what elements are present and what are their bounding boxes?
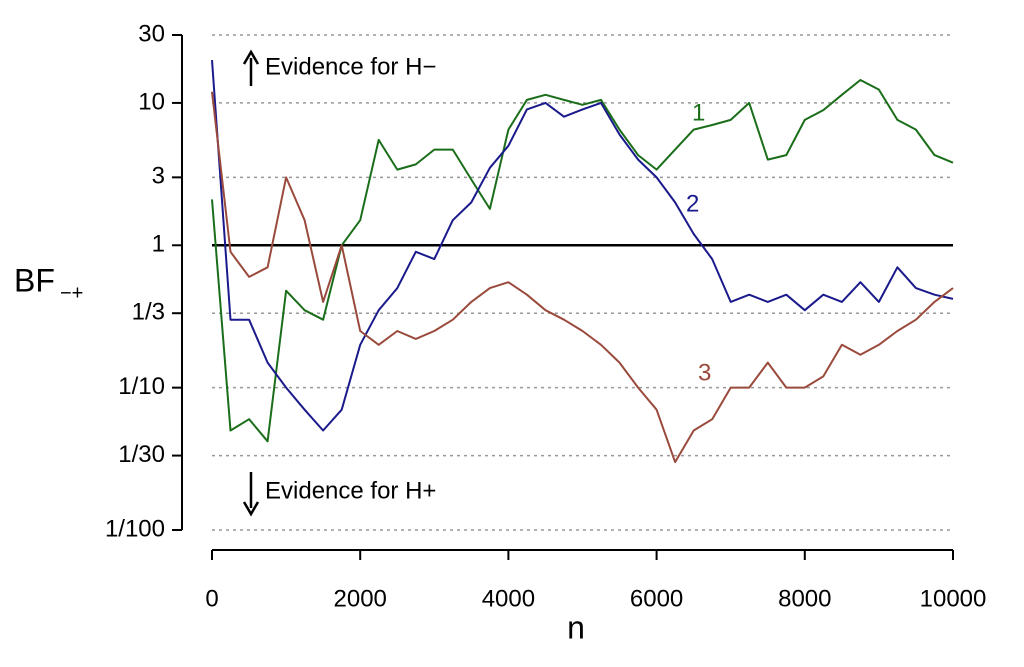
y-tick-label: 1/10 [118, 373, 165, 400]
y-axis-label-subscript: −+ [60, 282, 83, 304]
annotation: Evidence for H+ [265, 477, 436, 504]
x-tick-label: 10000 [920, 585, 987, 612]
x-tick-label: 0 [205, 585, 218, 612]
series-line [211, 60, 954, 432]
y-axis-label: BF [14, 262, 55, 298]
x-axis-label: n [567, 609, 585, 645]
series-line [211, 91, 954, 464]
y-tick-label: 30 [138, 20, 165, 47]
y-tick-label: 1/30 [118, 441, 165, 468]
series-line [211, 79, 954, 443]
y-tick-label: 1 [152, 231, 165, 258]
series-label: 1 [692, 99, 705, 126]
y-tick-label: 10 [138, 88, 165, 115]
x-tick-label: 8000 [778, 585, 831, 612]
y-tick-label: 3 [152, 163, 165, 190]
x-tick-label: 2000 [334, 585, 387, 612]
series-label: 3 [698, 359, 711, 386]
arrow-down [242, 472, 260, 517]
annotation: Evidence for H− [265, 53, 436, 80]
arrow-up [242, 49, 260, 86]
y-tick-label: 1/3 [132, 299, 165, 326]
series-label: 2 [686, 190, 699, 217]
x-tick-label: 6000 [630, 585, 683, 612]
x-tick-label: 4000 [482, 585, 535, 612]
y-tick-label: 1/100 [105, 515, 165, 542]
